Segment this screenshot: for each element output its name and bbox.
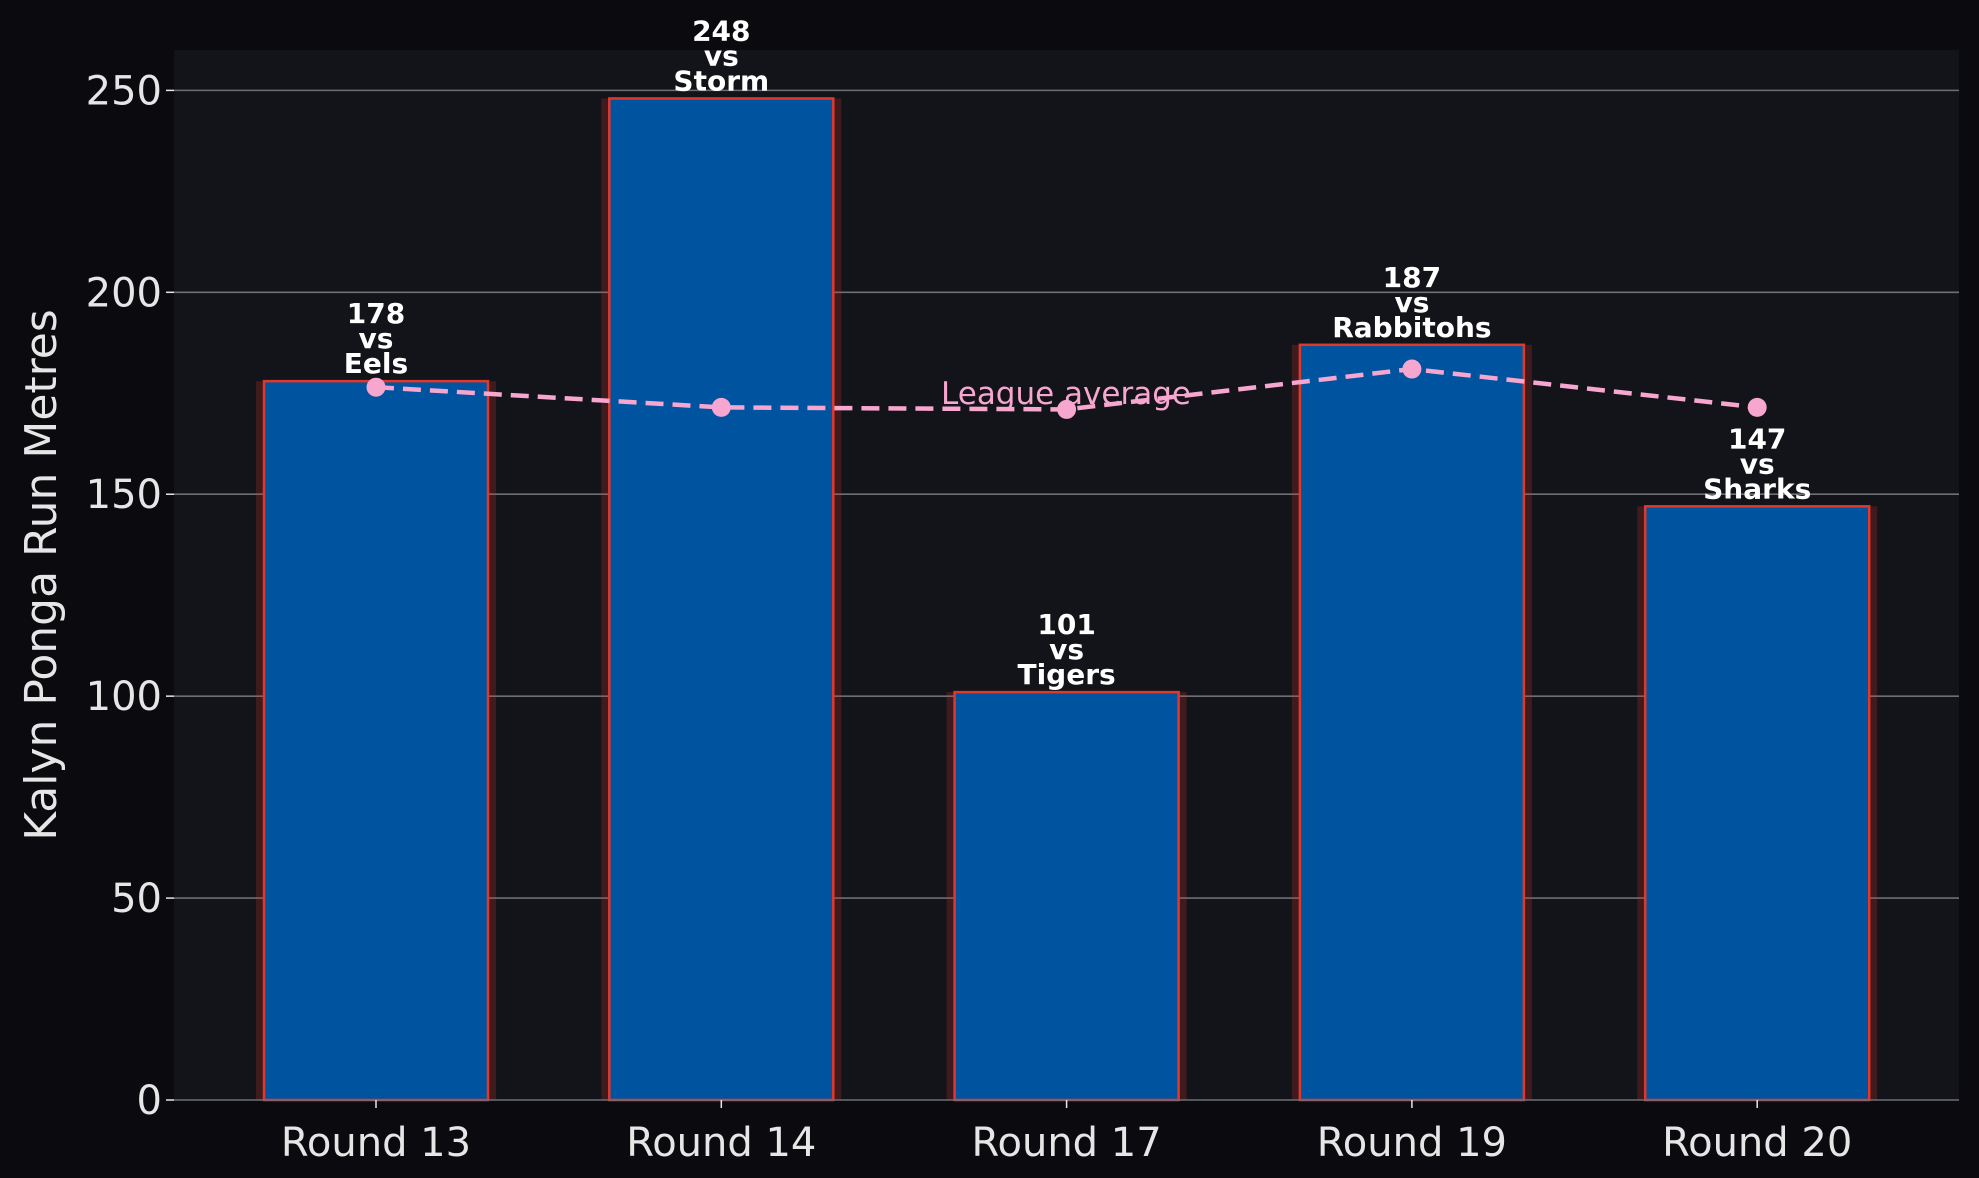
bar-vs-label: vs	[1740, 447, 1775, 480]
x-tick-label: Round 19	[1317, 1120, 1507, 1166]
y-tick-label: 50	[111, 876, 162, 922]
axes-layer: 0 50 100 150 200 250 Round 13 Round 14 Round 17 R…	[86, 68, 1959, 1166]
average-line-label: League average	[941, 376, 1191, 412]
y-tick-label: 200	[86, 270, 162, 316]
data-labels-layer: 178vsEels248vsStorm101vsTigers187vsRabbi…	[344, 14, 1811, 691]
bar	[1643, 505, 1871, 1102]
bar-opponent-label: Sharks	[1703, 472, 1811, 505]
average-point	[1057, 399, 1077, 419]
bar-value-label: 147	[1728, 422, 1786, 455]
average-point	[366, 377, 386, 397]
bar	[1298, 343, 1526, 1102]
average-point	[1402, 359, 1422, 379]
bar	[262, 379, 490, 1102]
bar-value-label: 101	[1037, 608, 1095, 641]
y-tick-label: 250	[86, 68, 162, 114]
bar-value-label: 248	[692, 14, 750, 47]
y-tick-label: 100	[86, 674, 162, 720]
bar-vs-label: vs	[1394, 286, 1429, 319]
bar-opponent-label: Storm	[673, 64, 769, 97]
average-point	[711, 397, 731, 417]
bar-vs-label: vs	[359, 322, 394, 355]
bar-vs-label: vs	[704, 39, 739, 72]
y-tick-label: 0	[137, 1078, 162, 1124]
x-tick-label: Round 20	[1662, 1120, 1852, 1166]
bar-opponent-label: Tigers	[1017, 658, 1115, 691]
bar-vs-label: vs	[1049, 633, 1084, 666]
bar	[953, 690, 1180, 1102]
bar-value-label: 187	[1383, 261, 1441, 294]
bar-opponent-label: Eels	[344, 347, 408, 380]
average-line-layer	[366, 359, 1767, 419]
bar-opponent-label: Rabbitohs	[1332, 311, 1491, 344]
average-point	[1747, 397, 1767, 417]
bars-layer	[256, 97, 1878, 1102]
x-tick-label: Round 13	[281, 1120, 471, 1166]
y-tick-label: 150	[86, 472, 162, 518]
x-tick-label: Round 14	[626, 1120, 816, 1166]
y-axis-label: Kalyn Ponga Run Metres	[16, 309, 67, 841]
bar	[608, 97, 835, 1102]
x-tick-label: Round 17	[972, 1120, 1162, 1166]
bar-value-label: 178	[347, 297, 405, 330]
